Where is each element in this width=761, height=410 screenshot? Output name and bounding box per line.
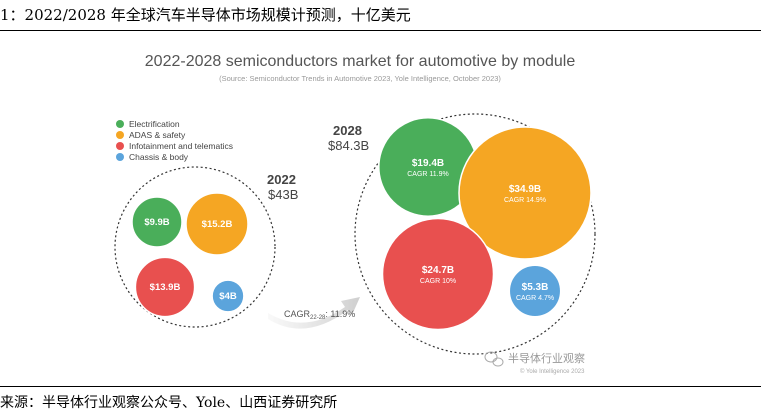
- legend-label-chassis-body: Chassis & body: [129, 152, 189, 162]
- bubble-value-2022-electrification: $9.9B: [144, 217, 169, 228]
- bubble-2028-infotainment-and-telematics: [381, 217, 495, 331]
- arrow-cagr-label: CAGR22-28: 11.9%: [284, 309, 355, 321]
- top-rule: [0, 30, 761, 31]
- group-2028: 2028$84.3B $19.4B CAGR 11.9% $34.9B CAGR 14.…: [328, 113, 596, 355]
- bubble-cagr-2028-electrification: CAGR 11.9%: [407, 171, 449, 178]
- group-outline-2028: [354, 113, 596, 355]
- bubble-2022-infotainment-and-telematics: [134, 256, 196, 318]
- chart-title: 2022-2028 semiconductors market for auto…: [145, 53, 576, 70]
- legend-marker-electrification: [116, 120, 124, 128]
- bubble-2022-electrification: [131, 196, 183, 248]
- group-year-2028: 2028: [333, 123, 362, 138]
- bubble-cagr-2028-infotainment-and-telematics: CAGR 10%: [420, 278, 456, 285]
- legend-label-adas-safety: ADAS & safety: [129, 130, 186, 140]
- watermark: 半导体行业观察 © Yole Intelligence 2023: [484, 351, 585, 375]
- bubble-2028-chassis-body: [508, 264, 562, 318]
- bubble-value-2028-infotainment-and-telematics: $24.7B: [422, 265, 454, 276]
- legend-label-infotainment-and-telematics: Infotainment and telematics: [129, 141, 233, 151]
- group-total-2028: $84.3B: [328, 138, 369, 153]
- legend-marker-adas-safety: [116, 131, 124, 139]
- group-total-2022: $43B: [268, 187, 298, 202]
- group-2022: 2022$43B $9.9B $15.2B $13.9B $4B: [114, 166, 298, 328]
- bubble-value-2022-adas-safety: $15.2B: [202, 219, 233, 230]
- bubble-value-2028-chassis-body: $5.3B: [522, 282, 549, 293]
- watermark-brand: 半导体行业观察: [508, 351, 585, 365]
- group-year-2022: 2022: [267, 172, 296, 187]
- bubble-2022-chassis-body: [211, 279, 245, 313]
- legend-label-electrification: Electrification: [129, 119, 180, 129]
- bubble-cagr-2028-chassis-body: CAGR 4.7%: [516, 295, 554, 302]
- bubble-value-2028-electrification: $19.4B: [412, 158, 444, 169]
- legend-marker-infotainment-and-telematics: [116, 142, 124, 150]
- bubble-chart: 2022-2028 semiconductors market for auto…: [114, 53, 596, 375]
- wechat-icon: [484, 351, 504, 367]
- bubble-value-2022-infotainment-and-telematics: $13.9B: [150, 282, 181, 293]
- source-note: 来源：半导体行业观察公众号、Yole、山西证券研究所: [0, 395, 338, 410]
- bubble-value-2028-adas-safety: $34.9B: [509, 184, 541, 195]
- figure-caption: 1：2022/2028 年全球汽车半导体市场规模计预测，十亿美元: [0, 6, 411, 24]
- watermark-copyright: © Yole Intelligence 2023: [520, 368, 585, 375]
- chart-subtitle: (Source: Semiconductor Trends in Automot…: [219, 74, 501, 83]
- bottom-rule: [0, 386, 761, 387]
- bubble-cagr-2028-adas-safety: CAGR 14.9%: [504, 197, 546, 204]
- growth-arrow: [268, 297, 360, 329]
- bubble-value-2022-chassis-body: $4B: [219, 291, 237, 302]
- bubble-2022-adas-safety: [185, 192, 249, 256]
- legend-marker-chassis-body: [116, 153, 124, 161]
- group-outline-2022: [114, 166, 276, 328]
- bubble-2028-adas-safety: [458, 126, 592, 260]
